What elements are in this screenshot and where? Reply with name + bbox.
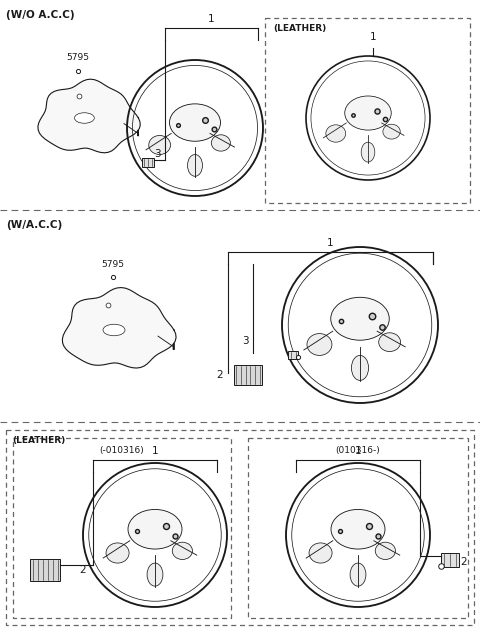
Text: 1: 1 bbox=[327, 238, 334, 248]
Text: (W/O A.C.C): (W/O A.C.C) bbox=[6, 10, 74, 20]
Ellipse shape bbox=[345, 96, 391, 130]
Ellipse shape bbox=[147, 563, 163, 586]
Text: 5795: 5795 bbox=[101, 260, 124, 269]
Bar bbox=[265, 18, 470, 203]
Bar bbox=[30, 559, 60, 581]
Bar bbox=[6, 430, 474, 625]
Ellipse shape bbox=[350, 563, 366, 586]
Ellipse shape bbox=[331, 297, 389, 340]
Text: 2: 2 bbox=[461, 557, 468, 567]
Ellipse shape bbox=[103, 324, 125, 336]
Bar bbox=[441, 553, 459, 567]
Text: 2: 2 bbox=[80, 565, 86, 575]
Ellipse shape bbox=[106, 543, 129, 563]
Text: (-010316): (-010316) bbox=[100, 446, 144, 455]
Text: 1: 1 bbox=[355, 446, 361, 456]
Bar bbox=[234, 365, 262, 385]
Ellipse shape bbox=[383, 125, 400, 139]
Ellipse shape bbox=[172, 542, 192, 559]
Ellipse shape bbox=[211, 135, 230, 151]
Ellipse shape bbox=[149, 135, 170, 154]
Ellipse shape bbox=[361, 142, 375, 162]
Text: 1: 1 bbox=[152, 446, 158, 456]
Text: (LEATHER): (LEATHER) bbox=[273, 24, 326, 33]
Ellipse shape bbox=[326, 125, 346, 142]
Polygon shape bbox=[38, 79, 140, 153]
Ellipse shape bbox=[309, 543, 332, 563]
Text: 1: 1 bbox=[208, 14, 215, 24]
Text: 3: 3 bbox=[154, 149, 160, 159]
Ellipse shape bbox=[188, 154, 203, 176]
Text: 2: 2 bbox=[216, 370, 223, 380]
Polygon shape bbox=[62, 288, 176, 368]
Text: (LEATHER): (LEATHER) bbox=[12, 436, 65, 445]
Ellipse shape bbox=[331, 509, 385, 549]
Ellipse shape bbox=[128, 509, 182, 549]
Text: 5795: 5795 bbox=[67, 54, 89, 63]
Bar bbox=[13, 438, 231, 618]
Text: (W/A.C.C): (W/A.C.C) bbox=[6, 220, 62, 230]
Text: (010316-): (010316-) bbox=[336, 446, 380, 455]
Text: 3: 3 bbox=[242, 336, 248, 346]
Bar bbox=[288, 351, 298, 359]
Ellipse shape bbox=[169, 104, 220, 142]
Ellipse shape bbox=[74, 112, 94, 123]
Ellipse shape bbox=[375, 542, 396, 559]
Ellipse shape bbox=[307, 334, 332, 355]
Bar bbox=[248, 438, 468, 618]
Ellipse shape bbox=[379, 333, 400, 351]
Bar bbox=[142, 157, 154, 166]
Ellipse shape bbox=[351, 355, 369, 380]
Text: 1: 1 bbox=[370, 32, 376, 42]
